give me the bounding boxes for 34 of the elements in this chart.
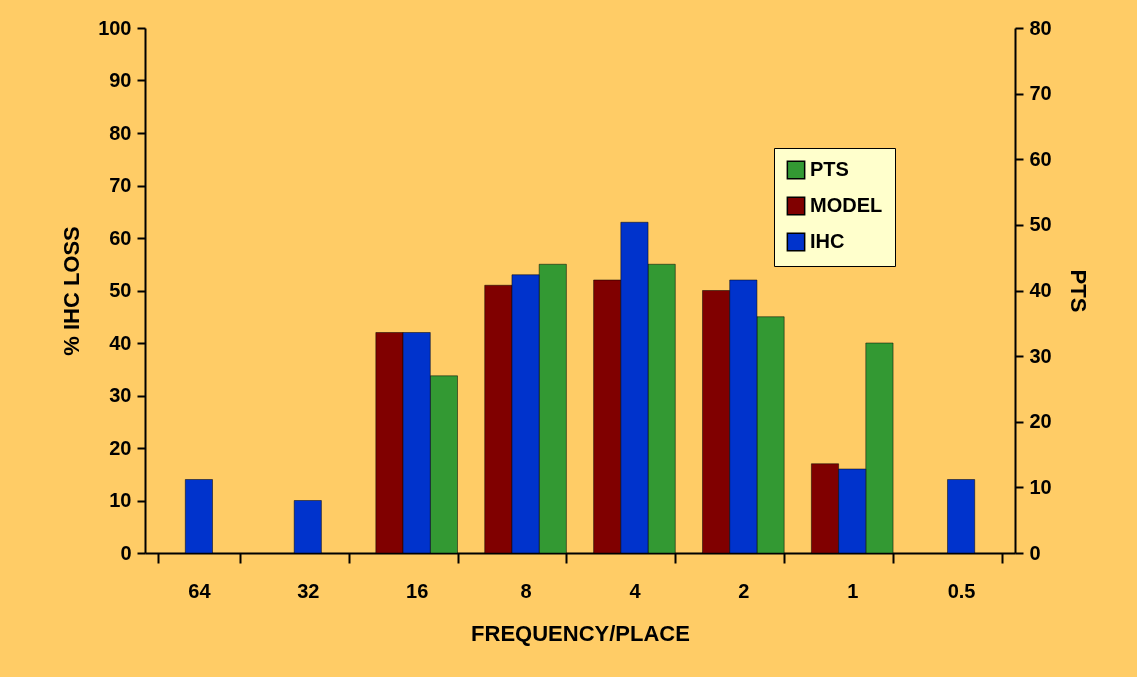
y-axis-title: % IHC LOSS [59,226,85,356]
x-tick-label: 8 [520,579,532,602]
y-tick-label: 80 [109,121,132,144]
x-axis-title: FREQUENCY/PLACE [471,620,690,646]
x-tick-label: 16 [406,579,429,602]
y2-tick-label: 0 [1029,541,1041,564]
y-tick-label: 90 [109,69,132,91]
y2-tick-label: 80 [1029,16,1052,39]
legend-label: MODEL [810,194,883,216]
y-tick-label: 10 [109,489,132,511]
y-tick-label: 20 [109,436,132,459]
y-tick-label: 50 [109,279,132,301]
y2-tick-label: 70 [1029,82,1052,105]
y2-tick-label: 30 [1029,344,1052,367]
y2-tick-label: 20 [1029,410,1052,433]
y-tick-label: 40 [109,331,132,354]
y-tick-label: 30 [109,384,132,406]
y-tick-label: 70 [109,174,132,196]
x-tick-label: 32 [297,579,320,602]
x-tick-label: 0.5 [947,579,976,602]
x-tick-label: 1 [847,579,859,602]
x-tick-label: 2 [738,579,750,602]
y2-tick-label: 40 [1029,279,1052,301]
y2-tick-label: 10 [1029,475,1052,498]
legend-label: IHC [810,230,845,252]
y2-tick-label: 60 [1029,147,1052,170]
y2-tick-label: 50 [1029,213,1052,236]
y-tick-label: 100 [98,16,132,39]
y-tick-label: 60 [109,226,132,249]
legend-label: PTS [810,158,849,180]
x-tick-label: 4 [629,579,642,602]
y-tick-label: 0 [120,541,132,564]
x-tick-label: 64 [188,579,212,602]
y2-axis-title: PTS [1065,269,1091,313]
